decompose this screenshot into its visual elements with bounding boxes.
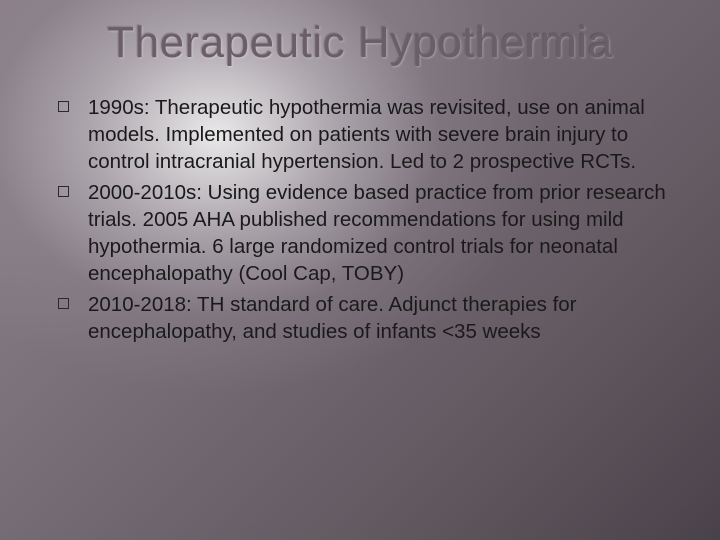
list-item: 2000-2010s: Using evidence based practic… bbox=[54, 179, 666, 287]
list-item: 1990s: Therapeutic hypothermia was revis… bbox=[54, 94, 666, 175]
bullet-text: 1990s: Therapeutic hypothermia was revis… bbox=[88, 96, 645, 173]
list-item: 2010-2018: TH standard of care. Adjunct … bbox=[54, 291, 666, 345]
bullet-list: 1990s: Therapeutic hypothermia was revis… bbox=[54, 94, 666, 345]
slide-title: Therapeutic Hypothermia bbox=[54, 18, 666, 68]
bullet-text: 2010-2018: TH standard of care. Adjunct … bbox=[88, 293, 577, 343]
bullet-text: 2000-2010s: Using evidence based practic… bbox=[88, 181, 666, 285]
slide: Therapeutic Hypothermia 1990s: Therapeut… bbox=[0, 0, 720, 540]
